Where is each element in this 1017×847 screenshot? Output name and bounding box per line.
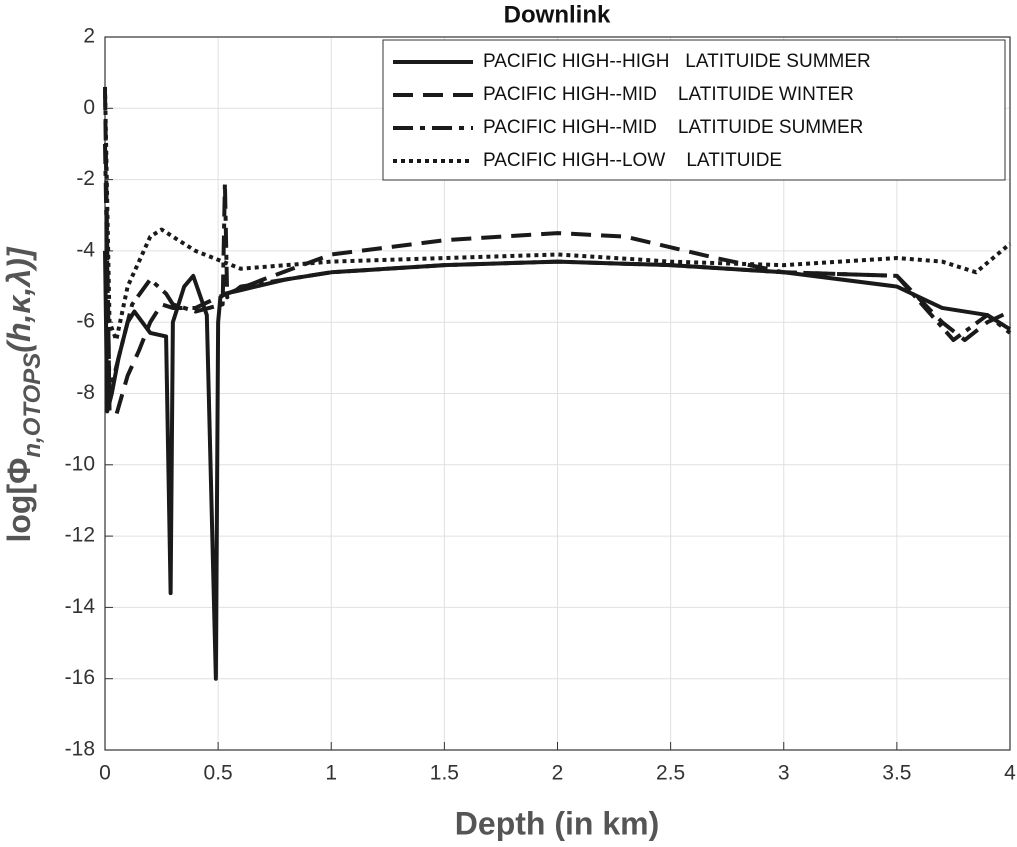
y-tick-label: -6	[76, 310, 95, 333]
y-tick-label: -16	[65, 666, 95, 689]
y-tick-label: -14	[65, 595, 96, 618]
x-axis-label: Depth (in km)	[455, 805, 659, 841]
y-label-sub: n,OTOPS	[19, 353, 46, 458]
y-axis-label: log[Φn,OTOPS(h,κ,λ)]	[1, 246, 46, 542]
y-tick-label: 0	[83, 96, 95, 119]
x-tick-label: 2.5	[656, 762, 685, 785]
y-tick-label: -2	[76, 167, 95, 190]
y-tick-label: 2	[83, 25, 95, 48]
legend-label: PACIFIC HIGH--MID LATITUIDE SUMMER	[483, 117, 863, 138]
series-line	[103, 86, 1012, 343]
y-label-args: (h,κ,λ)]	[1, 246, 37, 353]
legend-box	[382, 39, 1006, 181]
x-tick-label: 0	[99, 762, 111, 785]
legend-label: PACIFIC HIGH--MID LATITUIDE WINTER	[483, 84, 854, 105]
series-line	[103, 90, 1011, 417]
legend-label: PACIFIC HIGH--HIGH LATITUIDE SUMMER	[483, 51, 871, 72]
y-tick-label: -4	[76, 238, 95, 261]
y-tick-label: -8	[76, 381, 95, 404]
x-tick-label: 2	[552, 762, 564, 785]
y-tick-label: -12	[65, 524, 95, 547]
x-tick-label: 4	[1004, 762, 1016, 785]
axes-box	[104, 36, 1011, 751]
chart-title: Downlink	[504, 1, 611, 28]
x-tick-label: 0.5	[204, 762, 233, 785]
y-tick-label: -18	[65, 738, 95, 761]
x-tick-label: 1	[325, 762, 337, 785]
legend-label: PACIFIC HIGH--LOW LATITUIDE	[483, 150, 782, 171]
x-tick-label: 3	[778, 762, 790, 785]
x-tick-label: 3.5	[882, 762, 911, 785]
x-tick-label: 1.5	[430, 762, 459, 785]
y-tick-label: -10	[65, 452, 95, 475]
series-line	[103, 143, 1012, 396]
y-label-main: log[Φ	[1, 458, 37, 543]
